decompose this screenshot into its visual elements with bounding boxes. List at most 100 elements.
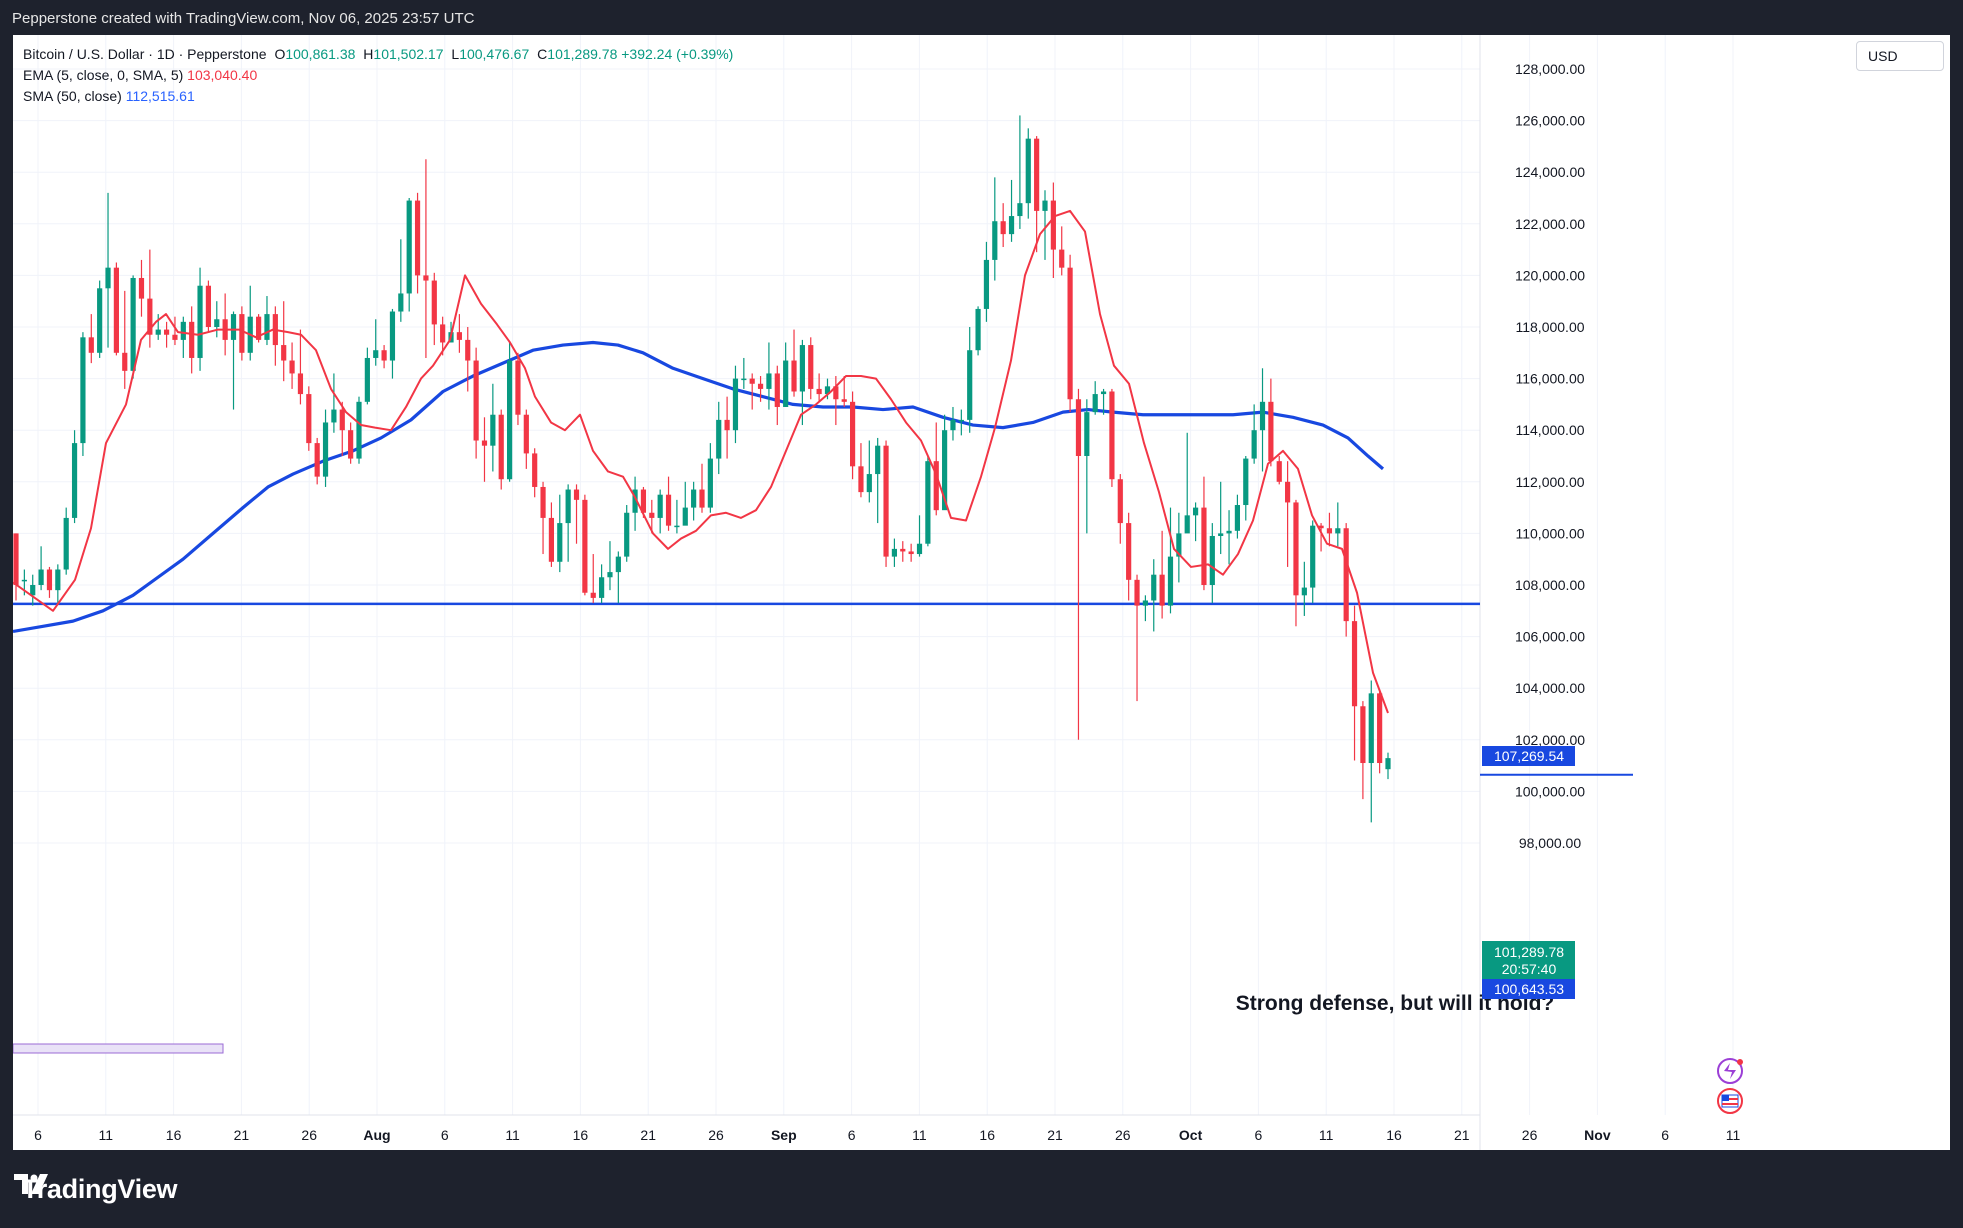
sparkle-icon[interactable] xyxy=(1717,1058,1743,1084)
candle-body xyxy=(63,517,69,570)
candle-body xyxy=(757,383,764,389)
candle xyxy=(908,543,914,562)
flag-icon[interactable] xyxy=(1717,1088,1743,1114)
candle xyxy=(322,409,329,487)
candle-body xyxy=(80,337,86,444)
candle-body xyxy=(256,316,262,340)
candle-body xyxy=(264,314,270,340)
candle-body xyxy=(1326,528,1333,534)
candle-body xyxy=(189,321,195,358)
candle xyxy=(724,396,730,459)
time-tick-label: 21 xyxy=(1047,1127,1063,1143)
candle-body xyxy=(749,378,755,384)
candle-body xyxy=(13,533,19,585)
candle-body xyxy=(356,401,362,459)
candle-body xyxy=(799,345,805,392)
candle xyxy=(88,314,94,364)
candle xyxy=(532,448,538,498)
candle xyxy=(13,533,19,601)
candle-body xyxy=(506,360,513,480)
candle xyxy=(515,352,521,426)
candle-body xyxy=(1360,706,1366,764)
tradingview-logo[interactable]: TradingView xyxy=(14,1174,178,1205)
annotation-text: Strong defense, but will it hold? xyxy=(1236,992,1555,1015)
candle xyxy=(1318,523,1324,552)
price-chart[interactable]: 98,000.00 100,000.00 102,000.00 104,000.00 1… xyxy=(13,35,1950,1150)
candle xyxy=(272,306,278,366)
candle-body xyxy=(331,409,337,423)
candle-body xyxy=(1075,399,1082,456)
candle xyxy=(138,259,145,317)
candle xyxy=(900,541,906,562)
candle xyxy=(440,316,446,356)
candle-body xyxy=(1000,221,1006,235)
chart-frame[interactable]: 98,000.00 100,000.00 102,000.00 104,000.00 1… xyxy=(13,35,1950,1150)
price-tick-label: 104,000.00 xyxy=(1515,680,1585,696)
candle-body xyxy=(138,277,145,299)
sma-layer xyxy=(13,340,1385,634)
svg-text:101,289.78: 101,289.78 xyxy=(1494,944,1564,960)
candle-body xyxy=(875,445,881,475)
candle-body xyxy=(239,314,245,353)
candle xyxy=(172,316,178,346)
candle-body xyxy=(147,298,153,335)
candle xyxy=(398,239,404,322)
candle-body xyxy=(615,556,621,573)
candle xyxy=(1285,461,1291,567)
candle-body xyxy=(858,466,864,493)
candle xyxy=(582,494,588,596)
candle-body xyxy=(163,329,170,335)
candle-body xyxy=(967,350,973,420)
candle xyxy=(1184,432,1190,534)
currency-selector[interactable]: USD xyxy=(1856,41,1944,71)
price-tick-label: 102,000.00 xyxy=(1515,732,1585,748)
time-tick-label: 26 xyxy=(708,1127,724,1143)
candle xyxy=(1310,520,1316,604)
candle-body xyxy=(548,517,555,562)
candle-body xyxy=(1134,579,1140,606)
legend-close: 101,289.78 xyxy=(547,46,618,62)
candle xyxy=(1368,680,1374,823)
candle-body xyxy=(306,394,312,444)
candle xyxy=(548,502,555,567)
ema-layer xyxy=(13,209,1389,714)
candle-body xyxy=(1159,574,1165,606)
candle-body xyxy=(1117,479,1123,524)
candle-body xyxy=(71,443,78,518)
candle xyxy=(799,339,805,426)
candle-body xyxy=(1084,412,1090,456)
candle-body xyxy=(373,350,379,358)
candle xyxy=(289,342,295,389)
candle-body xyxy=(281,345,287,361)
candle xyxy=(615,551,621,604)
legend-open: 100,861.38 xyxy=(285,46,356,62)
candle-body xyxy=(849,401,856,467)
last-price-tag: 101,289.78 20:57:40 xyxy=(1482,941,1575,979)
candle xyxy=(691,481,697,521)
candle-body xyxy=(180,321,186,340)
candle xyxy=(1201,476,1207,591)
candle xyxy=(256,314,262,343)
candle xyxy=(1117,474,1123,544)
candle-body xyxy=(1268,401,1274,462)
candle xyxy=(1192,502,1199,542)
candle-body xyxy=(841,399,847,402)
candle xyxy=(239,306,245,361)
candle-body xyxy=(732,378,739,431)
grid xyxy=(13,35,1734,1115)
price-tick-label: 122,000.00 xyxy=(1515,216,1585,232)
time-axis-ticks: 6 11 16 21 26 Aug 6 11 16 21 26 Sep 6 11 16 21 26 Oct 6 11 1… xyxy=(34,1127,1740,1143)
candle-body xyxy=(230,314,237,340)
candle xyxy=(356,396,362,464)
candle xyxy=(674,499,680,534)
candle-body xyxy=(632,489,638,513)
candle-body xyxy=(465,339,471,361)
candle xyxy=(71,430,78,524)
candle-body xyxy=(657,494,663,518)
candle-body xyxy=(766,373,772,389)
price-tick-label: 100,000.00 xyxy=(1515,783,1585,799)
candle-body xyxy=(88,337,94,353)
candle xyxy=(1234,494,1241,539)
chart-legend: Bitcoin / U.S. Dollar · 1D · Pepperstone… xyxy=(23,44,733,107)
candle xyxy=(599,564,605,604)
